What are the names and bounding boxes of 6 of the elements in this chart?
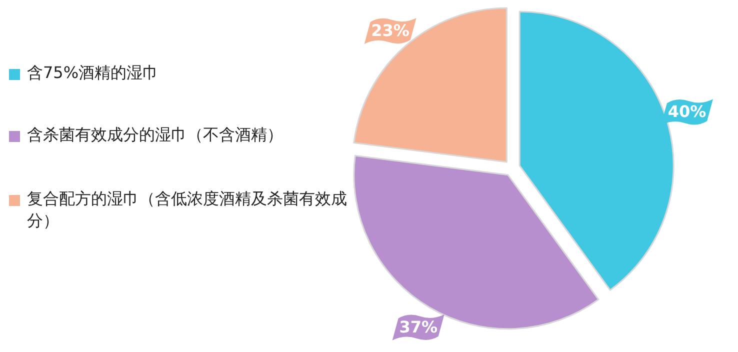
data-label: 37% bbox=[399, 317, 438, 336]
data-label: 23% bbox=[371, 20, 410, 40]
legend-label: 复合配方的湿巾（含低浓度酒精及杀菌有效成分） bbox=[27, 188, 348, 232]
legend-label: 含75%酒精的湿巾 bbox=[27, 62, 159, 84]
legend-label: 含杀菌有效成分的湿巾（不含酒精） bbox=[27, 124, 283, 146]
data-label: 40% bbox=[668, 102, 706, 122]
